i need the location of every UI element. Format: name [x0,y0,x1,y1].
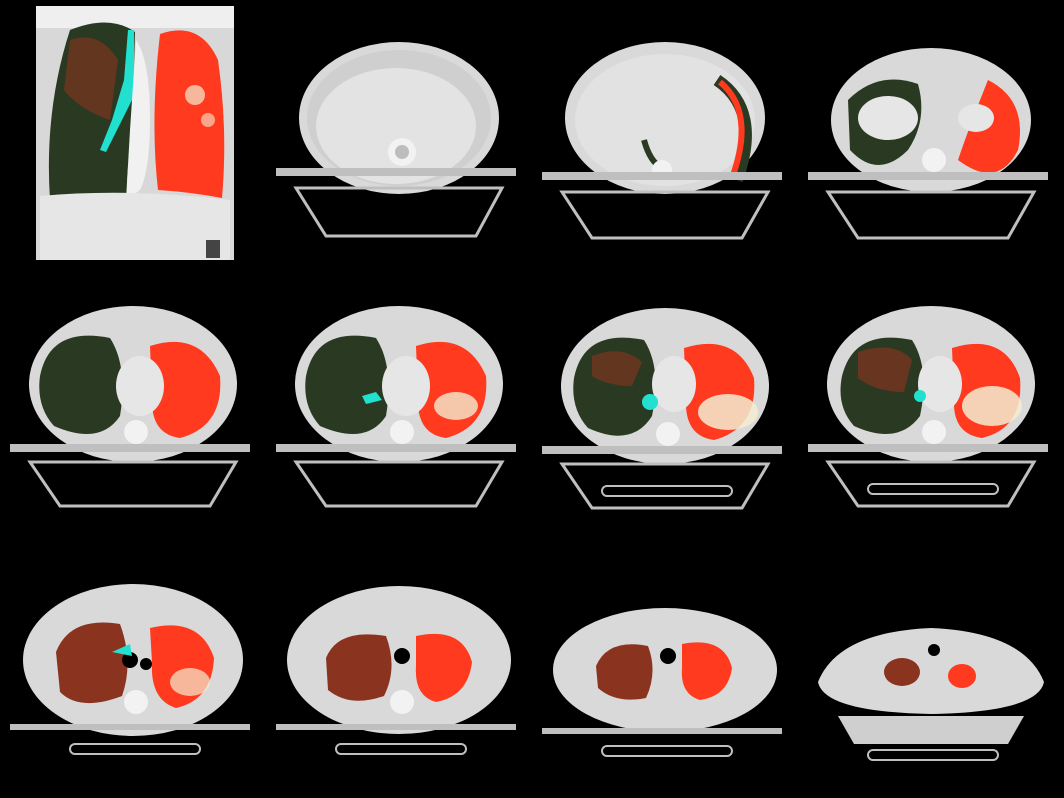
axial-ct-image [0,532,266,798]
axial-ct-image [532,0,798,266]
axial-ct-panel-11 [798,532,1064,798]
axial-ct-image [798,0,1064,266]
axial-ct-panel-1 [266,0,532,266]
axial-ct-image [532,266,798,532]
coronal-ct-panel [0,0,266,266]
axial-ct-panel-9 [266,532,532,798]
axial-ct-image [532,532,798,798]
axial-ct-image [798,266,1064,532]
axial-ct-panel-2 [532,0,798,266]
axial-ct-panel-5 [266,266,532,532]
axial-ct-image [266,266,532,532]
axial-ct-image [798,532,1064,798]
axial-ct-panel-3 [798,0,1064,266]
axial-ct-image [266,0,532,266]
axial-ct-panel-4 [0,266,266,532]
axial-ct-panel-6 [532,266,798,532]
axial-ct-image [266,532,532,798]
axial-ct-image [0,266,266,532]
axial-ct-panel-7 [798,266,1064,532]
coronal-ct-image [0,0,266,266]
axial-ct-panel-10 [532,532,798,798]
axial-ct-panel-8 [0,532,266,798]
